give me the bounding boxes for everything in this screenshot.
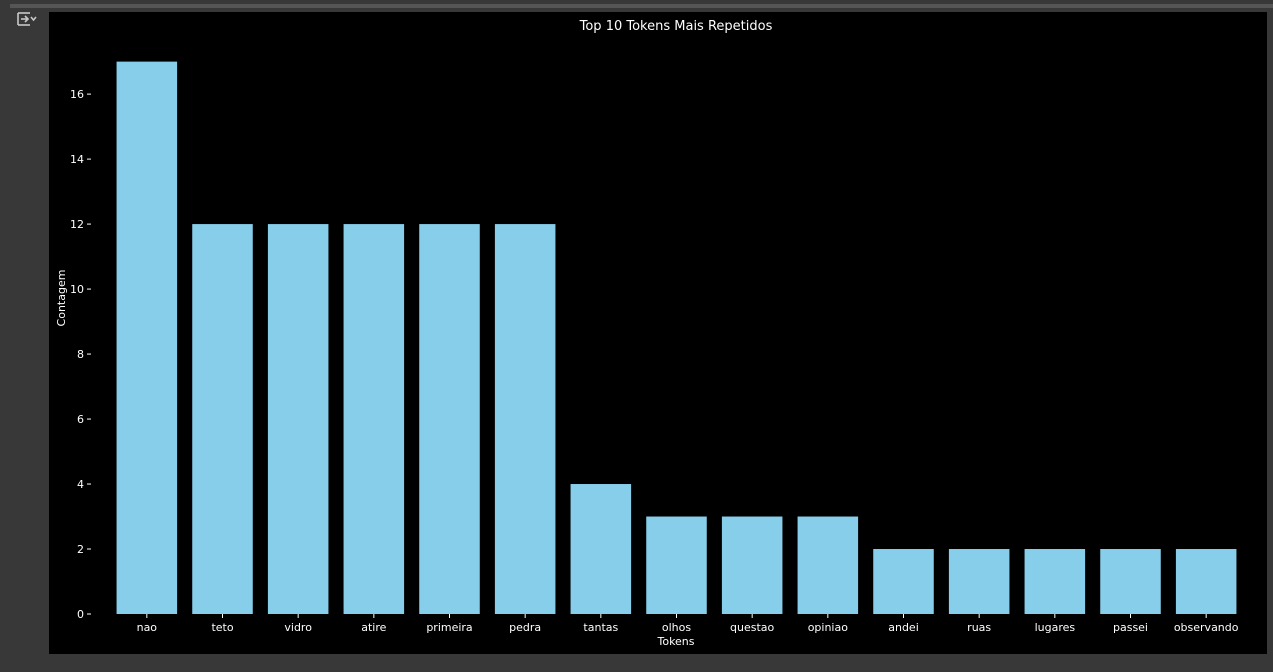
x-tick-label: opiniao bbox=[808, 621, 849, 634]
x-axis-label: Tokens bbox=[656, 635, 694, 648]
bar-lugares bbox=[1024, 549, 1086, 614]
bar-passei bbox=[1100, 549, 1161, 614]
y-tick-label: 14 bbox=[70, 153, 84, 166]
x-tick-label: questao bbox=[730, 621, 775, 634]
y-tick-label: 0 bbox=[77, 608, 84, 621]
bar-opiniao bbox=[797, 516, 859, 614]
x-tick-label: teto bbox=[211, 621, 233, 634]
x-tick-label: pedra bbox=[509, 621, 541, 634]
cell-top-border bbox=[10, 4, 1273, 8]
y-tick-label: 12 bbox=[70, 218, 84, 231]
y-tick-label: 2 bbox=[77, 543, 84, 556]
y-axis: 0 2 4 6 8 10 12 14 16 bbox=[70, 88, 91, 621]
y-tick-label: 8 bbox=[77, 348, 84, 361]
bar-teto bbox=[192, 224, 253, 614]
y-tick-label: 4 bbox=[77, 478, 84, 491]
bar-andei bbox=[873, 549, 934, 614]
x-tick-label: observando bbox=[1174, 621, 1239, 634]
bar-olhos bbox=[646, 516, 707, 614]
bar-vidro bbox=[267, 224, 329, 614]
x-tick-label: ruas bbox=[967, 621, 991, 634]
bar-atire bbox=[343, 224, 405, 614]
x-tick-label: andei bbox=[888, 621, 919, 634]
x-tick-label: passei bbox=[1113, 621, 1148, 634]
collapse-output-icon bbox=[17, 12, 37, 26]
bar-primeira bbox=[419, 224, 480, 614]
x-tick-label: nao bbox=[137, 621, 158, 634]
x-axis: nao teto vidro atire primeira pedra tantas olho… bbox=[137, 614, 1239, 634]
bar-questao bbox=[721, 516, 783, 614]
y-tick-label: 6 bbox=[77, 413, 84, 426]
collapse-output-button[interactable] bbox=[14, 8, 40, 30]
bars bbox=[116, 61, 1237, 615]
bar-nao bbox=[116, 61, 178, 615]
x-tick-label: atire bbox=[361, 621, 386, 634]
chart-title: Top 10 Tokens Mais Repetidos bbox=[579, 19, 773, 34]
bar-observando bbox=[1175, 549, 1237, 614]
y-tick-label: 16 bbox=[70, 88, 84, 101]
x-tick-label: vidro bbox=[284, 621, 312, 634]
bar-ruas bbox=[948, 549, 1010, 614]
chart-figure: Top 10 Tokens Mais Repetidos 0 2 4 6 8 10 12 14… bbox=[49, 12, 1267, 654]
x-tick-label: tantas bbox=[583, 621, 618, 634]
y-tick-label: 10 bbox=[70, 283, 84, 296]
y-axis-label: Contagem bbox=[55, 270, 68, 327]
bar-tantas bbox=[570, 484, 632, 614]
x-tick-label: primeira bbox=[426, 621, 472, 634]
x-tick-label: olhos bbox=[662, 621, 691, 634]
x-tick-label: lugares bbox=[1035, 621, 1076, 634]
bar-chart: Top 10 Tokens Mais Repetidos 0 2 4 6 8 10 12 14… bbox=[55, 19, 1239, 648]
bar-pedra bbox=[494, 224, 556, 614]
